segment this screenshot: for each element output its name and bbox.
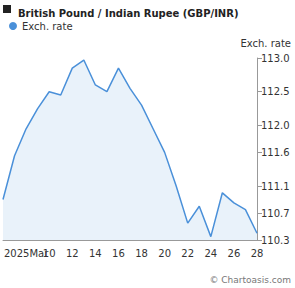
svg-text:28: 28	[251, 248, 264, 259]
svg-text:12: 12	[66, 248, 79, 259]
svg-text:24: 24	[204, 248, 217, 259]
svg-text:110.7: 110.7	[261, 208, 290, 219]
svg-text:22: 22	[181, 248, 194, 259]
svg-text:112.5: 112.5	[261, 86, 290, 97]
svg-text:20: 20	[158, 248, 171, 259]
svg-text:10: 10	[43, 248, 56, 259]
svg-text:British Pound / Indian Rupee (: British Pound / Indian Rupee (GBP/INR)	[18, 8, 239, 19]
svg-text:111.6: 111.6	[261, 147, 290, 158]
svg-text:26: 26	[228, 248, 241, 259]
svg-text:110.3: 110.3	[261, 235, 290, 246]
svg-text:© Chartoasis.com: © Chartoasis.com	[209, 275, 291, 285]
svg-text:Exch. rate: Exch. rate	[22, 21, 73, 32]
svg-text:2025Mar: 2025Mar	[3, 247, 49, 259]
svg-text:112.0: 112.0	[261, 120, 290, 131]
svg-text:111.1: 111.1	[261, 181, 290, 192]
svg-text:16: 16	[112, 248, 125, 259]
svg-text:113.0: 113.0	[261, 53, 290, 64]
svg-text:18: 18	[135, 248, 148, 259]
svg-text:Exch. rate: Exch. rate	[240, 38, 291, 49]
svg-text:14: 14	[89, 248, 102, 259]
